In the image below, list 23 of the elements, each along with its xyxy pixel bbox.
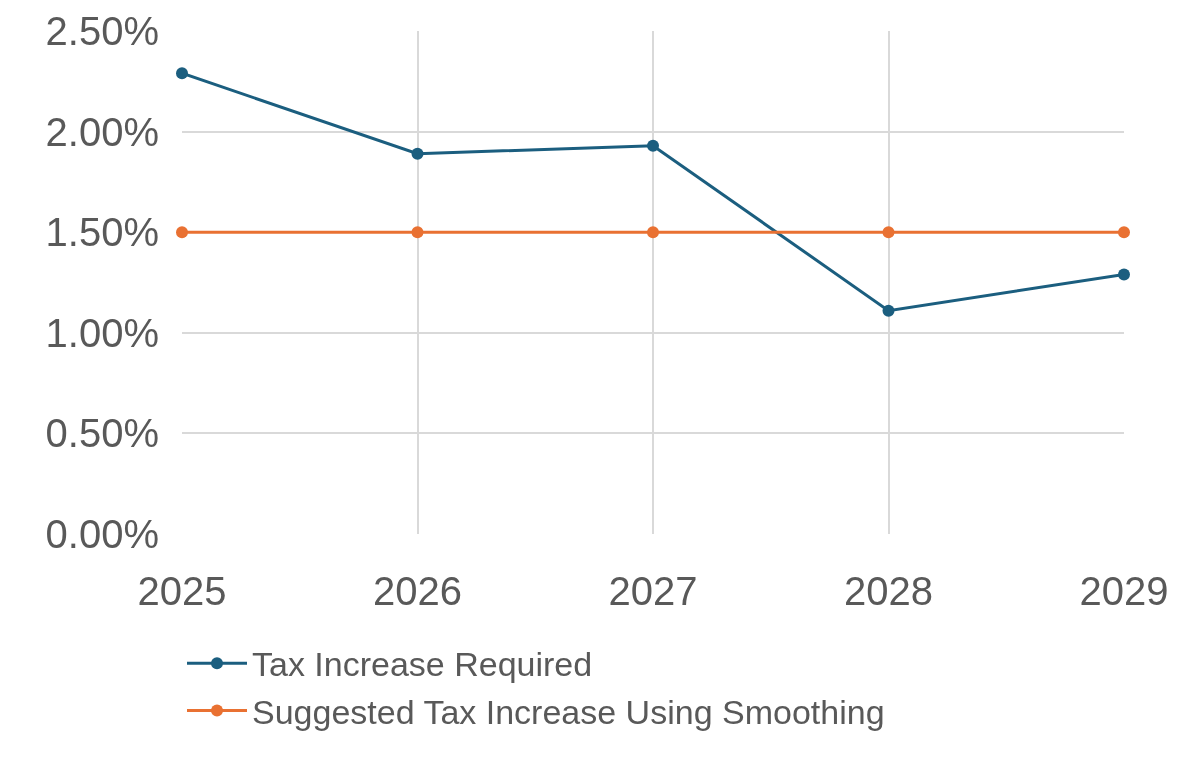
y-tick-label: 1.50% xyxy=(45,210,159,255)
y-tick-label: 1.00% xyxy=(45,310,159,355)
x-tick-label: 2025 xyxy=(137,569,227,613)
point xyxy=(411,226,424,239)
point xyxy=(882,226,895,239)
y-tick-label: 2.50% xyxy=(45,9,159,53)
x-tick-label: 2027 xyxy=(608,569,698,613)
point xyxy=(411,147,424,160)
point xyxy=(647,226,659,239)
point xyxy=(1118,268,1130,281)
point xyxy=(882,304,895,317)
point xyxy=(176,226,188,239)
legend-label: Tax Increase Required xyxy=(252,645,593,684)
y-tick-label: 0.00% xyxy=(45,512,159,556)
point xyxy=(176,67,188,80)
legend-label: Suggested Tax Increase Using Smoothing xyxy=(252,692,885,731)
x-tick-label: 2026 xyxy=(373,569,462,613)
y-tick-label: 2.00% xyxy=(45,109,159,154)
point xyxy=(647,139,659,152)
x-tick-label: 2028 xyxy=(844,569,933,613)
y-tick-label: 0.50% xyxy=(45,411,159,456)
x-tick-label: 2029 xyxy=(1079,569,1169,613)
point xyxy=(1118,226,1130,239)
